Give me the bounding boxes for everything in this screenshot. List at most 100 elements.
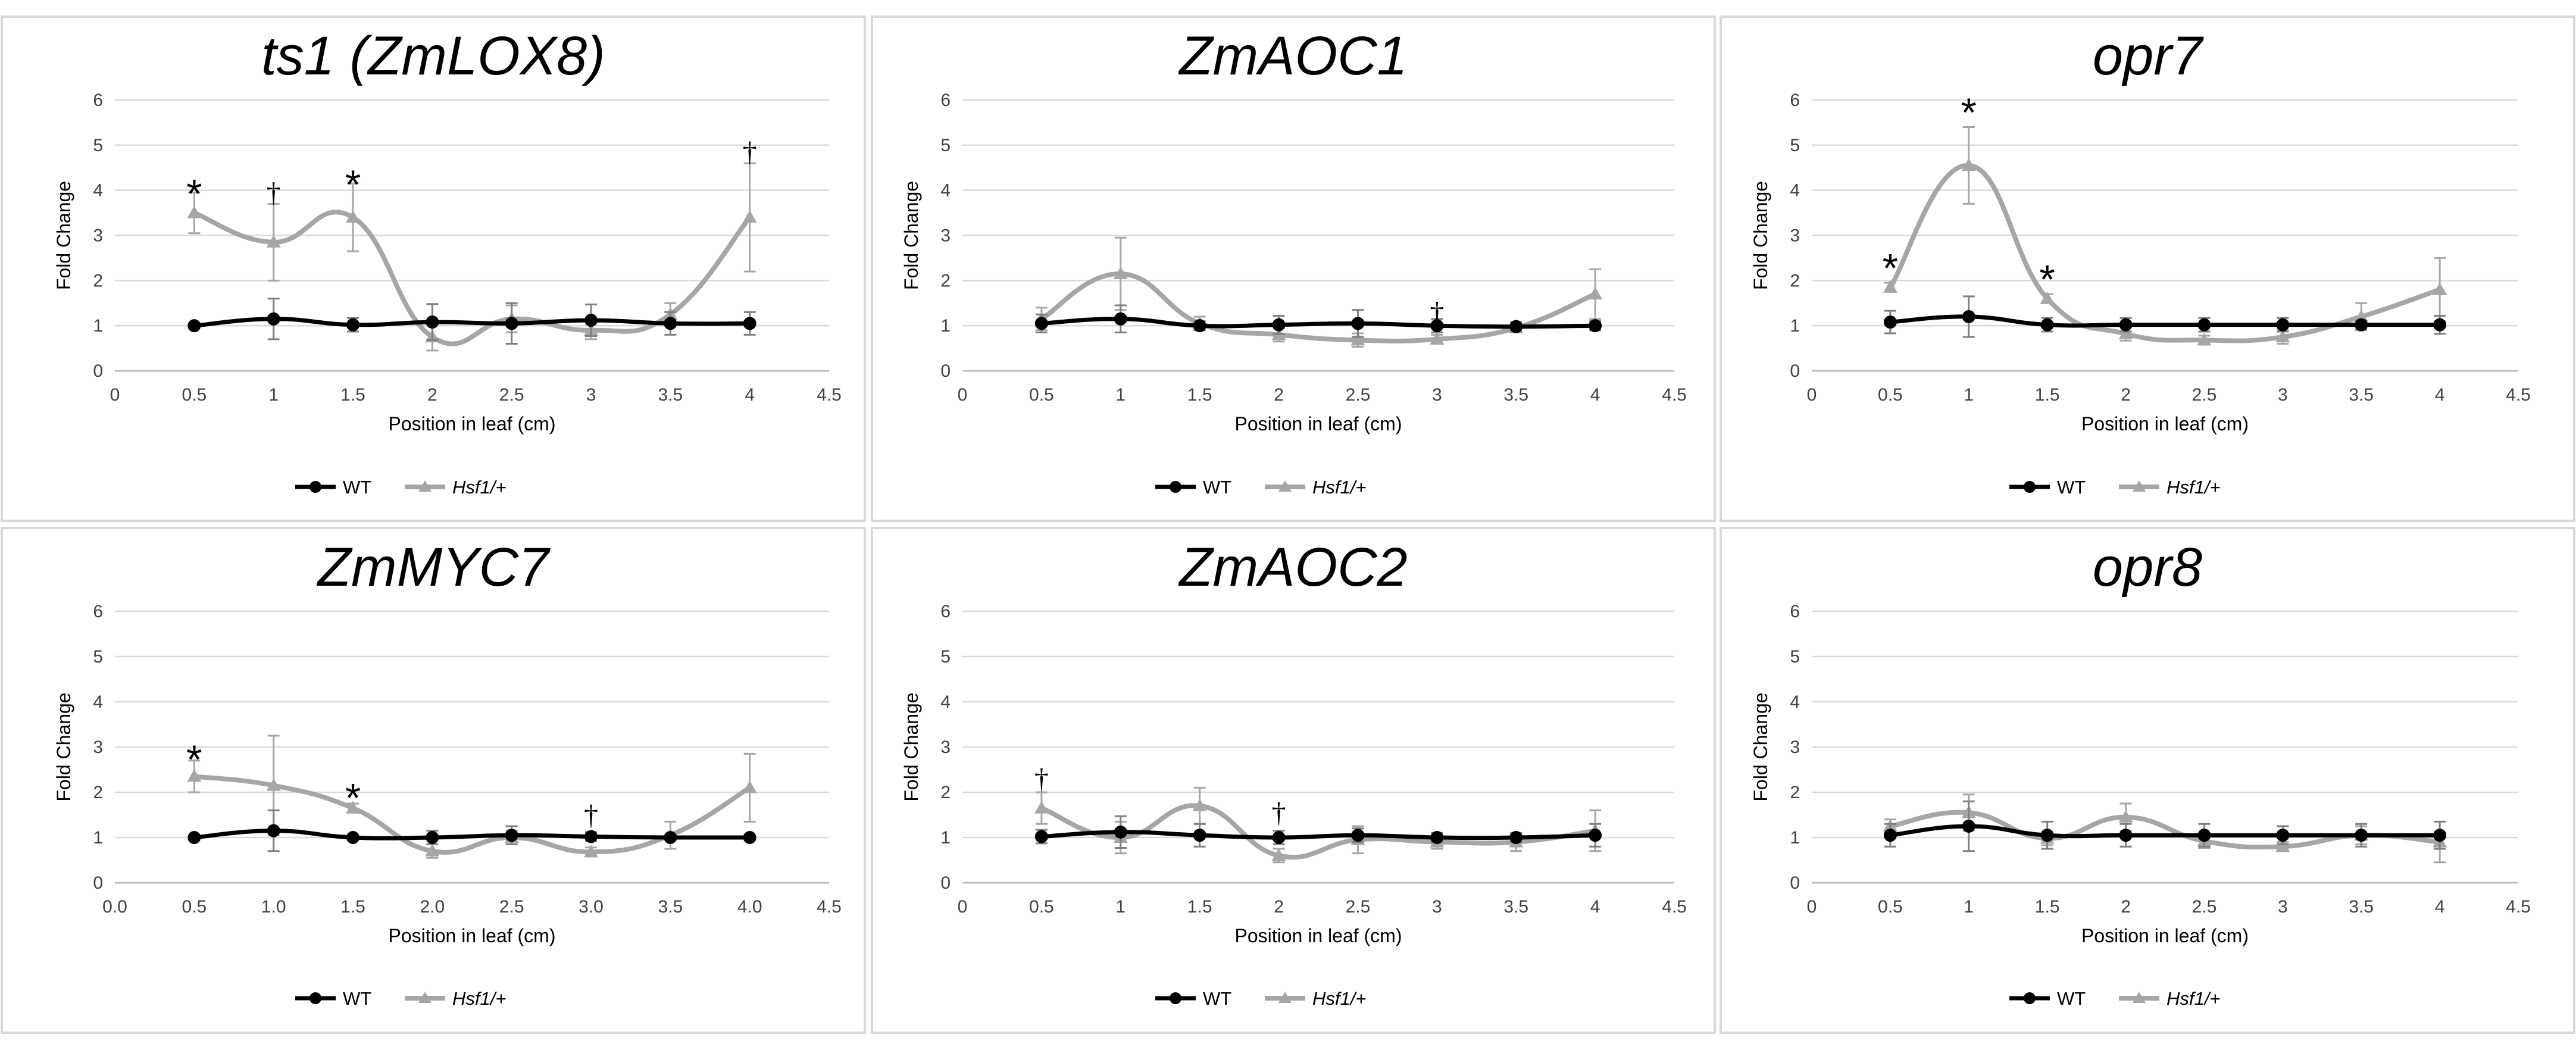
x-tick-label: 2 xyxy=(1274,385,1284,405)
y-tick-label: 6 xyxy=(93,602,103,621)
legend-wt-marker xyxy=(310,992,321,1004)
series-line xyxy=(1888,824,2442,839)
y-tick-label: 0 xyxy=(1790,361,1800,381)
data-point xyxy=(2119,829,2133,842)
y-tick-label: 6 xyxy=(93,90,103,110)
series-wt xyxy=(1883,295,2447,338)
significance-dagger: † xyxy=(1430,296,1444,328)
chart-panel-3: opr7 0 1 2 3 4 5 6 0 0.5 1 1.5 2 2.5 3 3.5 4 4.5 Position … xyxy=(1720,15,2575,522)
x-tick-label: 4 xyxy=(2435,897,2445,917)
panel-frame xyxy=(1720,15,2575,522)
y-tick-label: 5 xyxy=(93,136,103,155)
y-axis-title: Fold Change xyxy=(1750,181,1771,290)
x-axis-title: Position in leaf (cm) xyxy=(1235,413,1402,435)
significance-dagger: † xyxy=(584,799,598,831)
chart-panel-6: opr8 0 1 2 3 4 5 6 0 0.5 1 1.5 2 2.5 3 3.5 4 4.5 Position … xyxy=(1720,527,2575,1034)
panel-frame xyxy=(871,15,1716,522)
data-point xyxy=(2040,318,2054,332)
legend-hsf1-label: Hsf1/+ xyxy=(452,988,506,1009)
x-tick-label: 2 xyxy=(427,385,437,405)
y-tick-label: 5 xyxy=(940,647,951,667)
x-tick-label: 3 xyxy=(586,385,596,405)
chart-title: opr7 xyxy=(2093,26,2204,86)
significance-star: * xyxy=(2039,257,2055,302)
x-tick-label: 4 xyxy=(745,385,755,405)
chart-panel-4: ZmMYC7 0 1 2 3 4 5 6 0.0 0.5 1.0 1.5 2.0 2.5 3.0 3.5 4.0… xyxy=(1,527,866,1034)
y-tick-label: 6 xyxy=(1790,602,1800,621)
x-tick-label: 2 xyxy=(2121,897,2131,917)
data-point xyxy=(2040,829,2054,842)
y-tick-label: 6 xyxy=(940,602,951,621)
series-wt xyxy=(1034,304,1602,338)
y-tick-label: 3 xyxy=(940,738,951,757)
series-wt xyxy=(187,298,756,345)
data-point xyxy=(1114,825,1127,839)
x-tick-label: 2.5 xyxy=(2192,897,2217,917)
legend-hsf1-label: Hsf1/+ xyxy=(2167,477,2220,498)
legend: WT Hsf1/+ xyxy=(295,477,506,498)
x-tick-label: 1.5 xyxy=(1187,385,1212,405)
y-tick-label: 0 xyxy=(93,361,103,381)
x-tick-label: 1.5 xyxy=(2035,385,2060,405)
y-tick-label: 5 xyxy=(93,647,103,667)
data-point xyxy=(743,831,756,844)
data-point xyxy=(187,205,202,218)
legend-hsf1-marker xyxy=(2133,992,2146,1003)
data-point xyxy=(2355,829,2368,842)
legend-wt-marker xyxy=(2024,481,2036,493)
x-tick-label: 4.5 xyxy=(2506,385,2531,405)
legend: WT Hsf1/+ xyxy=(1155,477,1366,498)
y-tick-label: 4 xyxy=(940,181,951,201)
legend-wt-label: WT xyxy=(1203,988,1231,1009)
data-point xyxy=(1962,820,1975,833)
data-point xyxy=(2433,282,2447,295)
series-line xyxy=(1039,271,1598,343)
x-tick-label: 3.5 xyxy=(658,385,683,405)
data-point xyxy=(1034,801,1049,814)
y-tick-label: 6 xyxy=(1790,90,1800,110)
x-tick-label: 0.0 xyxy=(102,897,127,917)
panel-frame xyxy=(1,15,866,522)
y-tick-label: 4 xyxy=(1790,692,1800,712)
chart-title: ZmAOC1 xyxy=(1178,26,1407,86)
y-tick-label: 1 xyxy=(93,316,103,336)
y-tick-label: 1 xyxy=(1790,316,1800,336)
y-tick-label: 3 xyxy=(93,738,103,757)
x-axis-title: Position in leaf (cm) xyxy=(389,413,556,435)
significance-star: * xyxy=(345,775,361,820)
y-tick-label: 2 xyxy=(93,783,103,802)
y-tick-label: 3 xyxy=(1790,738,1800,757)
data-point xyxy=(1271,848,1286,861)
y-tick-label: 3 xyxy=(93,226,103,246)
data-point xyxy=(1351,829,1365,842)
x-tick-label: 1 xyxy=(268,385,279,405)
significance-dagger: † xyxy=(1272,797,1286,829)
significance-dagger: † xyxy=(1034,763,1049,795)
x-tick-label: 2.5 xyxy=(499,897,524,917)
y-tick-label: 4 xyxy=(93,181,103,201)
data-point xyxy=(267,824,280,838)
data-point xyxy=(2355,318,2368,332)
data-point xyxy=(664,317,677,330)
legend-hsf1-label: Hsf1/+ xyxy=(452,477,506,498)
data-point xyxy=(2276,829,2290,842)
y-axis-title: Fold Change xyxy=(901,181,922,290)
x-tick-label: 1 xyxy=(1115,897,1126,917)
chart-title: ZmAOC2 xyxy=(1178,537,1407,598)
y-axis-title: Fold Change xyxy=(53,181,74,290)
legend-wt-label: WT xyxy=(343,477,371,498)
legend-hsf1-marker xyxy=(418,480,432,492)
x-tick-label: 0 xyxy=(1807,897,1817,917)
data-point xyxy=(2197,333,2212,346)
chart-panel-5: ZmAOC2 0 1 2 3 4 5 6 0 0.5 1 1.5 2 2.5 3 3.5 4 4.5 Positio… xyxy=(871,527,1716,1034)
data-point xyxy=(2118,326,2133,339)
data-point xyxy=(2197,318,2211,332)
data-point xyxy=(2275,839,2290,852)
data-point xyxy=(505,829,518,842)
data-point xyxy=(2354,310,2369,322)
x-tick-label: 4.5 xyxy=(1662,385,1687,405)
data-point xyxy=(187,769,202,782)
data-point xyxy=(2275,330,2290,343)
data-point xyxy=(584,845,598,858)
